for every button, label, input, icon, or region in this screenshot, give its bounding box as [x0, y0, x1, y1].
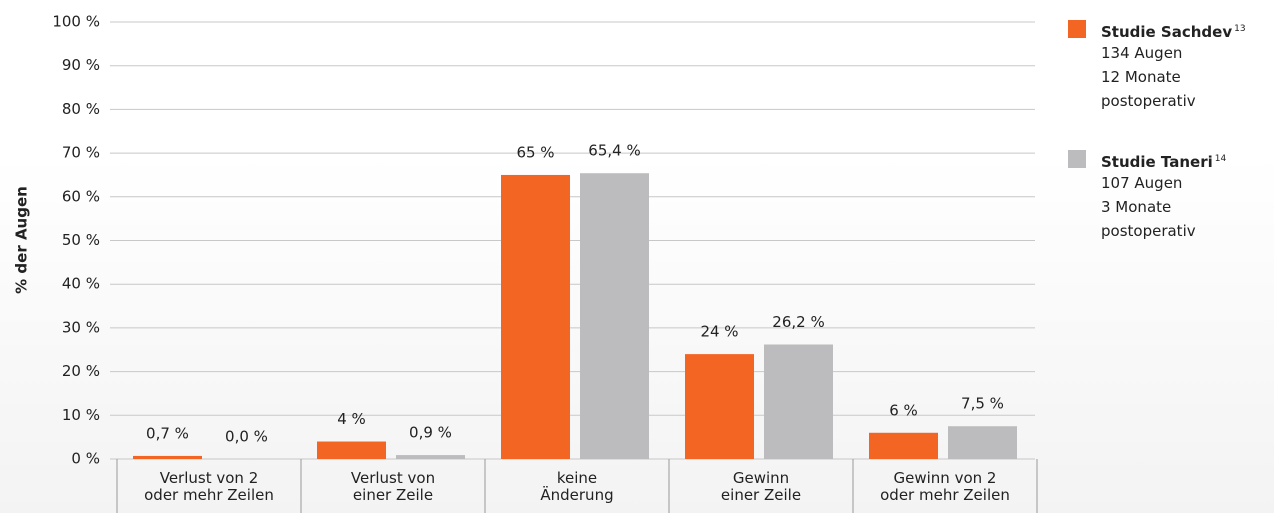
legend-entry: Studie Sachdev 13 — [1101, 23, 1246, 41]
legend-detail: 107 Augen — [1101, 174, 1183, 192]
bar — [317, 441, 386, 459]
x-tick-label: Gewinn einer Zeile — [720, 469, 802, 504]
legend-detail: 3 Monate — [1101, 198, 1172, 216]
x-tick-label: Gewinn von 2 oder mehr Zeilen — [880, 469, 1010, 504]
value-label: 0,7 % — [146, 424, 189, 442]
y-tick-label: 70 % — [62, 144, 100, 162]
legend-swatch — [1068, 150, 1086, 168]
bar — [869, 432, 938, 459]
y-tick-label: 80 % — [62, 100, 100, 118]
y-tick-label: 30 % — [62, 318, 100, 336]
x-tick-label: Verlust von einer Zeile — [350, 469, 436, 504]
y-tick-label: 40 % — [62, 275, 100, 293]
value-label: 24 % — [700, 323, 738, 341]
legend-swatch — [1068, 20, 1086, 38]
y-axis-label: % der Augen — [13, 186, 31, 294]
bar — [685, 354, 754, 459]
value-label: 4 % — [337, 410, 366, 428]
y-tick-label: 20 % — [62, 362, 100, 380]
legend-detail: 134 Augen — [1101, 44, 1183, 62]
legend-detail: postoperativ — [1101, 222, 1196, 240]
y-tick-label: 0 % — [71, 450, 100, 468]
legend-note-ref: 13 — [1234, 24, 1246, 34]
value-label: 65 % — [516, 143, 554, 161]
x-tick-label: Verlust von 2 oder mehr Zeilen — [144, 469, 274, 504]
legend-note-ref: 14 — [1214, 154, 1227, 164]
bar — [948, 426, 1017, 459]
y-tick-label: 50 % — [62, 231, 100, 249]
legend-detail: 12 Monate — [1101, 68, 1181, 86]
y-tick-label: 10 % — [62, 406, 100, 424]
value-label: 0,9 % — [409, 424, 452, 442]
value-label: 7,5 % — [961, 395, 1004, 413]
bar — [501, 174, 570, 459]
value-label: 6 % — [889, 401, 918, 419]
y-tick-label: 90 % — [62, 56, 100, 74]
bar — [396, 455, 465, 459]
bar — [133, 455, 202, 459]
bar — [764, 344, 833, 459]
value-label: 0,0 % — [225, 428, 268, 446]
value-label: 26,2 % — [772, 313, 824, 331]
y-tick-label: 60 % — [62, 187, 100, 205]
bar — [580, 173, 649, 459]
x-tick-label: keine Änderung — [540, 469, 614, 504]
value-label: 65,4 % — [588, 142, 640, 160]
y-tick-label: 100 % — [52, 13, 100, 31]
legend-entry: Studie Taneri 14 — [1101, 153, 1227, 171]
legend-detail: postoperativ — [1101, 92, 1196, 110]
